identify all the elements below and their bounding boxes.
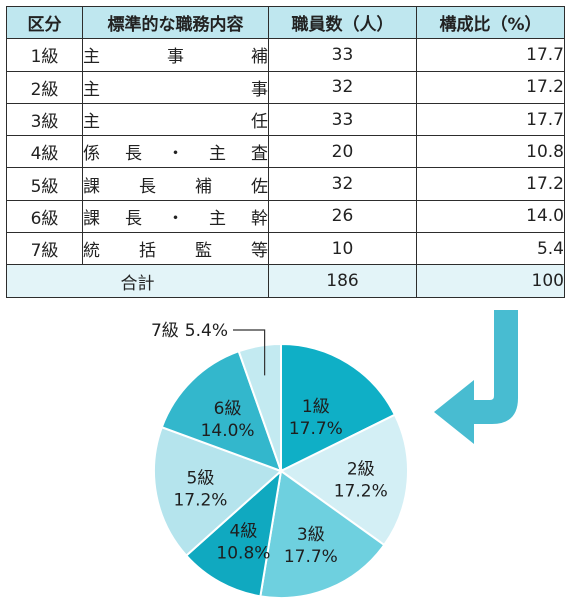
duty-char: 補: [251, 47, 268, 68]
pie-slice: [153, 425, 283, 557]
duty-char: 長: [125, 144, 142, 165]
duty-cell: 課 長 ・ 主 幹: [82, 199, 269, 234]
grade-cell: 6級: [6, 199, 83, 234]
slice-category-label: 4級: [230, 521, 258, 541]
duty-char: 主: [83, 79, 100, 100]
duty-cell: 統括監等: [82, 232, 269, 266]
slice-value-label: 5.4%: [185, 321, 228, 341]
duty-char: 主: [209, 144, 226, 165]
duty-char: 補: [195, 176, 212, 197]
duty-char: 課: [83, 176, 100, 197]
pie-slice: [160, 349, 283, 473]
duty-char: 査: [251, 144, 268, 165]
total-staff: 186: [268, 264, 417, 298]
grade-cell: 3級: [6, 102, 83, 137]
duty-char: 主: [83, 47, 100, 68]
table-row: 7級統括監等 10 5.4: [6, 232, 565, 266]
duty-char: 主: [83, 112, 100, 133]
slice-value-label: 17.7%: [289, 419, 343, 439]
table-row: 1級主事補 33 17.7: [6, 38, 565, 72]
leader-line: [233, 329, 266, 376]
duty-char: ・: [167, 144, 184, 165]
ratio-cell: 10.8: [416, 135, 565, 169]
duty-char: 等: [251, 241, 268, 262]
duty-char: 事: [167, 47, 184, 68]
pie-labels: 1級17.7%2級17.2%3級17.7%4級10.8%5級17.2%6級14.…: [151, 321, 388, 567]
ratio-cell: 17.7: [416, 38, 565, 72]
total-label: 合計: [6, 264, 269, 298]
duty-char: 任: [251, 112, 268, 133]
duty-char: ・: [167, 208, 184, 229]
slice-category-label: 2級: [347, 460, 375, 480]
total-row: 合計 186 100: [6, 264, 565, 298]
duty-char: 括: [139, 241, 156, 262]
staff-count-cell: 26: [268, 199, 417, 234]
pie-slice: [184, 468, 283, 598]
slice-category-label: 6級: [214, 399, 242, 419]
return-arrow-icon: [434, 310, 518, 444]
duty-char: 長: [139, 176, 156, 197]
slice-value-label: 17.2%: [173, 490, 227, 510]
pie-slice: [280, 342, 397, 473]
duty-char: 主: [209, 208, 226, 229]
duty-char: 監: [195, 241, 212, 262]
staff-count-cell: 10: [268, 232, 417, 266]
slice-value-label: 10.8%: [216, 543, 270, 563]
pie-slice: [259, 469, 386, 599]
slice-value-label: 17.2%: [334, 482, 388, 502]
duty-char: 課: [83, 208, 100, 229]
ratio-cell: 14.0: [416, 199, 565, 234]
duty-char: 係: [83, 144, 100, 165]
slice-category-label: 5級: [187, 468, 215, 488]
duty-char: 幹: [251, 208, 268, 229]
grade-cell: 4級: [6, 135, 83, 169]
duty-cell: 主事補: [82, 38, 269, 72]
slice-category-label: 1級: [302, 397, 330, 417]
pie-slices: [153, 342, 409, 599]
ratio-cell: 5.4: [416, 232, 565, 266]
duty-char: 事: [251, 79, 268, 100]
slice-value-label: 14.0%: [201, 421, 255, 441]
pie-slice: [279, 413, 409, 547]
duty-cell: 主任: [82, 102, 269, 137]
table-header-row: 区分 標準的な職務内容 職員数（人） 構成比（%）: [6, 5, 565, 40]
slice-value-label: 17.7%: [284, 547, 338, 567]
slice-category-label: 7級: [151, 321, 179, 341]
slice-outside-label: 7級 5.4%: [151, 321, 228, 341]
slice-category-label: 3級: [297, 525, 325, 545]
staff-composition-table: 区分 標準的な職務内容 職員数（人） 構成比（%） 1級主事補 33 17.7 2級主…: [6, 5, 565, 298]
header-grade: 区分: [6, 5, 83, 40]
header-ratio: 構成比（%）: [416, 5, 565, 40]
duty-cell: 課長補佐: [82, 167, 269, 201]
duty-char: 長: [125, 208, 142, 229]
table-body: 1級主事補 33 17.7 2級主事 32 17.2 3級主任 33 17.7 4級係長・主査 20…: [6, 38, 565, 266]
pie-slice: [237, 342, 282, 472]
duty-char: 統: [83, 241, 100, 262]
duty-cell: 係 長 ・ 主 査: [82, 135, 269, 169]
grade-cell: 1級: [6, 38, 83, 72]
table-row: 5級課長補佐 32 17.2: [6, 167, 565, 201]
table-row: 4級係長・主査 20 10.8: [6, 135, 565, 169]
table-row: 3級主任 33 17.7: [6, 102, 565, 137]
duty-char: 佐: [251, 176, 268, 197]
total-ratio: 100: [416, 264, 565, 298]
table-row: 6級課 長 ・ 主 幹 26 14.0: [6, 199, 565, 234]
